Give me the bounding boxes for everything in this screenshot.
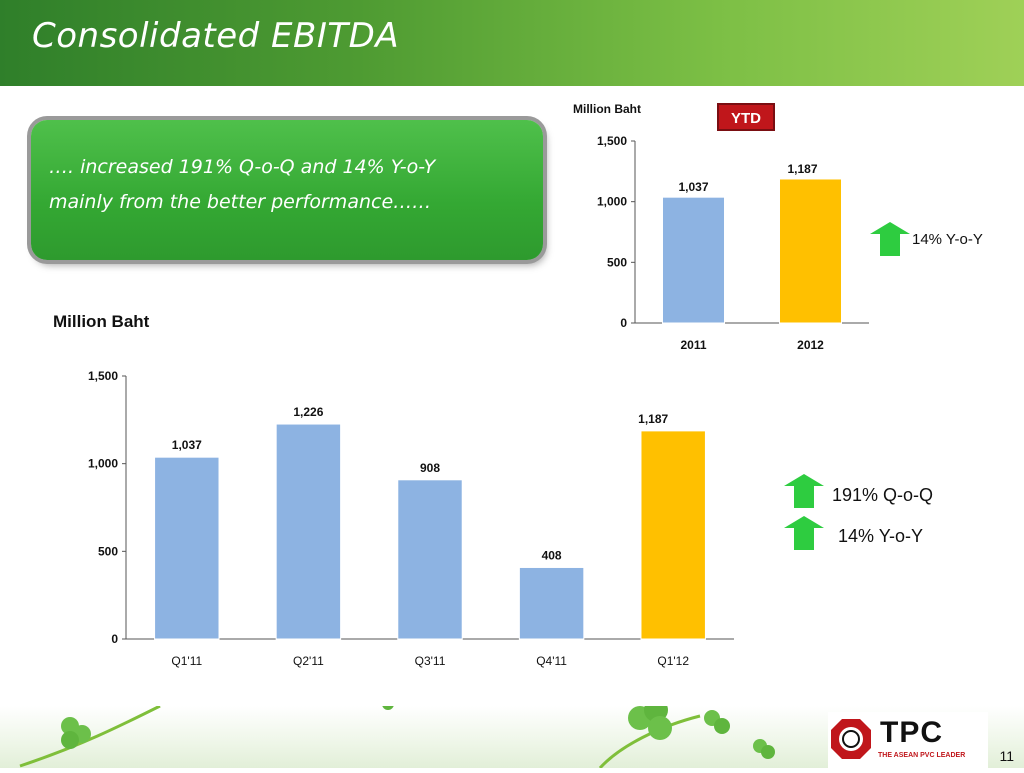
tpc-logo: TPC THE ASEAN PVC LEADER [828, 712, 988, 768]
logo-tagline: THE ASEAN PVC LEADER [878, 752, 966, 759]
x-tick-label: Q1'12 [657, 654, 689, 668]
qoq-growth-arrow-icon [784, 474, 824, 508]
page-number: 11 [999, 748, 1014, 764]
data-label: 1,187 [787, 162, 817, 176]
ytd-chart-unit-label: Million Baht [573, 102, 641, 116]
qoq-growth-text: 191% Q-o-Q [832, 485, 934, 505]
y-tick-label: 1,000 [597, 195, 627, 209]
y-tick-label: 500 [98, 544, 118, 558]
quarterly-bar-chart: 0 500 1,000 1,500 1,037 Q1'11 1,226 Q2'11 908 Q3'… [88, 369, 734, 668]
callout-line-2: mainly from the better performance…… [49, 191, 432, 213]
data-label: 1,187 [638, 412, 668, 426]
data-label: 408 [542, 548, 562, 562]
x-tick-label: Q1'11 [171, 654, 202, 668]
bar-Q1'12 [640, 430, 706, 640]
yoy-growth-arrow-icon [784, 516, 824, 550]
data-label: 1,037 [172, 438, 202, 452]
bar-2011 [661, 196, 726, 324]
ytd-bar-chart: 0 500 1,000 1,500 1,037 2011 1,187 2012 [597, 134, 869, 352]
bar-2012 [778, 178, 843, 324]
logo-wordmark: TPC [880, 716, 943, 749]
x-tick-label: Q2'11 [293, 654, 324, 668]
y-tick-label: 1,000 [88, 457, 118, 471]
x-tick-label: Q4'11 [536, 654, 567, 668]
y-tick-label: 1,500 [597, 134, 627, 148]
ytd-badge: YTD [717, 103, 775, 131]
y-tick-label: 1,500 [88, 369, 118, 383]
callout-line-1: …. increased 191% Q-o-Q and 14% Y-o-Y [49, 156, 436, 178]
page-title: Consolidated EBITDA [32, 16, 400, 56]
data-label: 1,037 [678, 180, 708, 194]
bar-Q3'11 [397, 479, 463, 640]
quarterly-chart-unit-label: Million Baht [53, 312, 150, 331]
x-tick-label: 2012 [797, 338, 824, 352]
tpc-emblem-icon [831, 719, 871, 759]
data-label: 1,226 [293, 405, 323, 419]
yoy-growth-text: 14% Y-o-Y [838, 526, 924, 546]
y-tick-label: 500 [607, 255, 627, 269]
title-bar: Consolidated EBITDA [0, 0, 1024, 86]
bar-Q1'11 [154, 456, 220, 640]
y-tick-label: 0 [111, 632, 118, 646]
bar-Q4'11 [518, 566, 585, 640]
bar-Q2'11 [275, 423, 342, 640]
summary-callout: …. increased 191% Q-o-Q and 14% Y-o-Y ma… [31, 120, 543, 260]
ytd-yoy-growth-text: 14% Y-o-Y [912, 231, 983, 248]
y-tick-label: 0 [620, 316, 627, 330]
ytd-growth-arrow-icon [870, 222, 910, 256]
data-label: 908 [420, 461, 440, 475]
x-tick-label: 2011 [680, 338, 706, 352]
clover-decoration-icon [19, 694, 775, 770]
x-tick-label: Q3'11 [415, 654, 446, 668]
